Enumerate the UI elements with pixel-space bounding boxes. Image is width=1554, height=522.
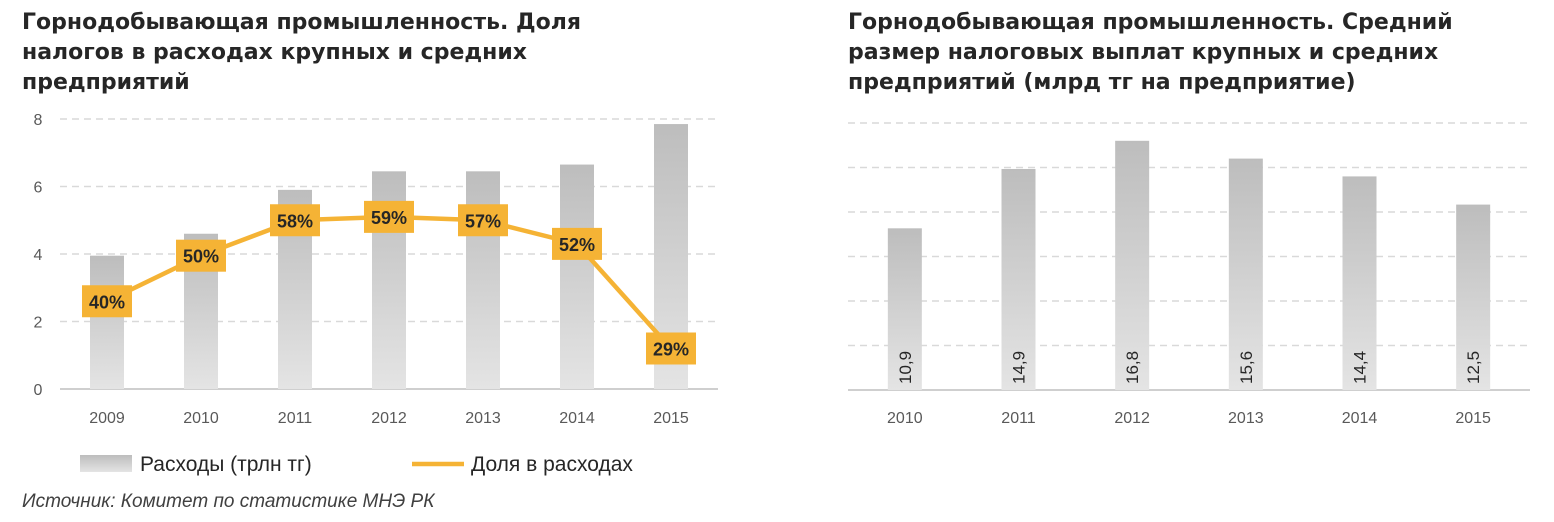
x-tick-label: 2013 (465, 410, 501, 427)
data-label-box (552, 227, 602, 260)
data-label-share: 40% (89, 292, 125, 312)
title-line: Горнодобывающая промышленность. Средний (848, 10, 1453, 35)
x-tick-label: 2015 (653, 410, 689, 427)
bar-avg-tax (1001, 168, 1036, 390)
data-label-avg-tax: 14,4 (1351, 351, 1370, 384)
bar-avg-tax (887, 228, 922, 390)
x-tick-label: 2013 (1228, 410, 1264, 427)
data-label-avg-tax: 16,8 (1123, 351, 1142, 384)
legend-label-bar: Расходы (трлн тг) (140, 453, 312, 476)
data-label-avg-tax: 15,6 (1237, 351, 1256, 384)
x-tick-label: 2012 (1114, 410, 1150, 427)
data-label-box (364, 200, 414, 233)
chart-title-tax-share: Горнодобывающая промышленность. Доля нал… (22, 8, 581, 98)
y-tick-label: 2 (34, 315, 43, 332)
data-label-avg-tax: 12,5 (1464, 351, 1483, 384)
data-label-share: 52% (559, 235, 595, 255)
bar-expenses (90, 255, 124, 389)
data-label-box (82, 285, 132, 318)
data-label-share: 29% (653, 340, 689, 360)
x-tick-label: 2014 (559, 410, 595, 427)
data-label-box (176, 239, 226, 272)
bar-avg-tax (1228, 158, 1263, 390)
x-tick-label: 2011 (1001, 410, 1036, 427)
legend-label-line: Доля в расходах (471, 453, 633, 476)
title-line: размер налоговых выплат крупных и средни… (848, 40, 1439, 65)
title-line: налогов в расходах крупных и средних (22, 40, 527, 65)
data-label-box (646, 332, 696, 365)
x-tick-label: 2015 (1455, 410, 1491, 427)
bar-avg-tax (1342, 176, 1377, 390)
x-tick-label: 2009 (89, 410, 125, 427)
x-tick-label: 2014 (1342, 410, 1378, 427)
x-tick-label: 2011 (278, 410, 313, 427)
data-label-share: 50% (183, 247, 219, 267)
chart-tax-share: 0 2 4 6 8 2009 2010 2011 2012 2013 2014 2015 40% 50% 5… (34, 112, 718, 476)
title-line: Горнодобывающая промышленность. Доля (22, 10, 581, 35)
legend-swatch-bar (80, 455, 132, 472)
y-tick-label: 4 (34, 247, 43, 264)
source-note: Источник: Комитет по статистике МНЭ РК (22, 491, 435, 512)
y-tick-label: 6 (34, 180, 43, 197)
bar-avg-tax (1115, 140, 1150, 390)
bar-avg-tax (1456, 204, 1491, 390)
data-label-share: 59% (371, 208, 407, 228)
title-line: предприятий (22, 70, 190, 95)
data-label-box (458, 204, 508, 237)
data-label-share: 57% (465, 211, 501, 231)
bar-expenses (466, 171, 500, 389)
y-tick-label: 8 (34, 112, 43, 129)
chart-avg-tax: 10,9 14,9 16,8 15,6 14,4 12,5 2010 2011 2012 2013… (848, 122, 1530, 427)
bar-expenses (560, 164, 594, 389)
data-label-share: 58% (277, 211, 313, 231)
data-label-avg-tax: 14,9 (1010, 351, 1029, 384)
chart-title-avg-tax: Горнодобывающая промышленность. Средний … (848, 8, 1453, 98)
title-line: предприятий (млрд тг на предприятие) (848, 70, 1356, 95)
data-label-box (270, 204, 320, 237)
y-tick-label: 0 (34, 382, 43, 399)
x-tick-label: 2012 (371, 410, 407, 427)
x-tick-label: 2010 (887, 410, 923, 427)
x-tick-label: 2010 (183, 410, 219, 427)
data-label-avg-tax: 10,9 (896, 351, 915, 384)
